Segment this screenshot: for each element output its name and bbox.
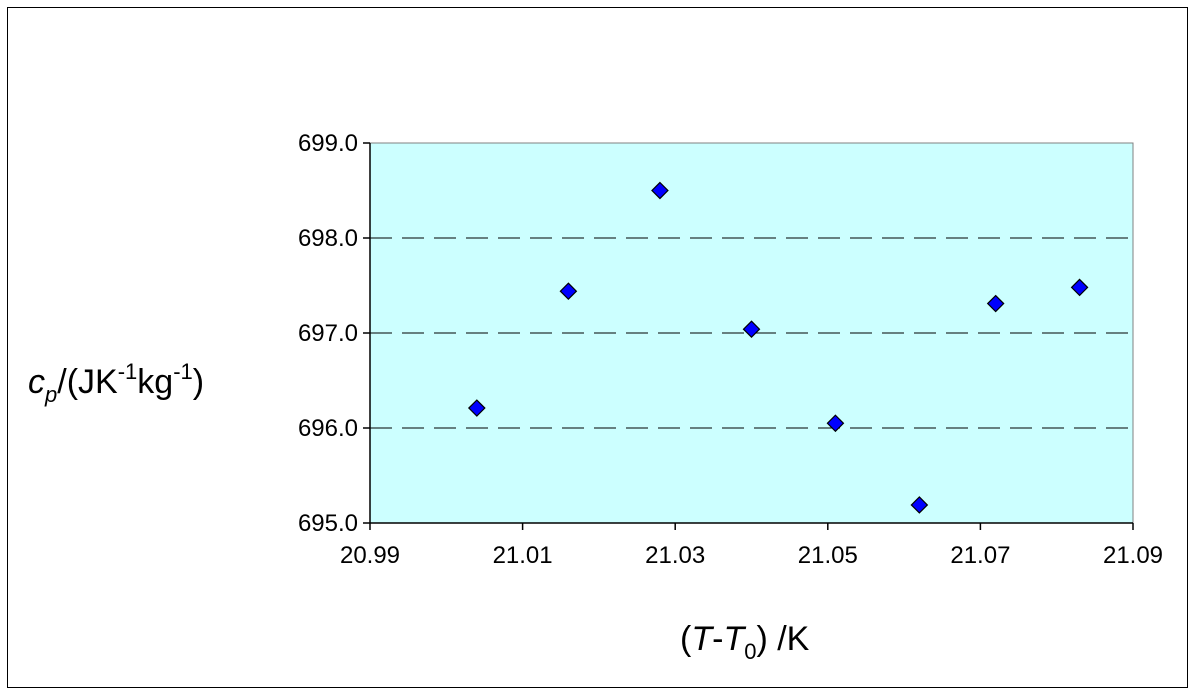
y-axis-title: cp/(JK-1kg-1) (28, 359, 204, 407)
y-tick-label: 696.0 (298, 415, 358, 442)
y-tick-label: 695.0 (298, 510, 358, 537)
x-tick-label: 20.99 (340, 542, 400, 569)
y-axis-ticks: 695.0 696.0 697.0 698.0 699.0 (298, 130, 370, 537)
x-tick-label: 21.03 (645, 542, 705, 569)
x-axis-title: (T-T0) /K (680, 620, 810, 664)
x-tick-label: 21.05 (798, 542, 858, 569)
y-tick-label: 699.0 (298, 130, 358, 157)
data-point (559, 282, 578, 301)
data-point (467, 399, 486, 417)
x-tick-label: 21.09 (1103, 542, 1163, 569)
y-tick-label: 698.0 (298, 225, 358, 252)
x-axis-ticks: 20.99 21.01 21.03 21.05 21.07 21.09 (340, 523, 1163, 569)
data-point (986, 294, 1005, 313)
data-point (1070, 278, 1089, 297)
data-point (826, 414, 845, 433)
x-tick-label: 21.07 (950, 542, 1010, 569)
data-point (742, 320, 761, 339)
data-point (910, 496, 929, 514)
y-tick-label: 697.0 (298, 320, 358, 347)
x-tick-label: 21.01 (493, 542, 553, 569)
data-point (651, 181, 669, 200)
data-points (467, 181, 1089, 514)
